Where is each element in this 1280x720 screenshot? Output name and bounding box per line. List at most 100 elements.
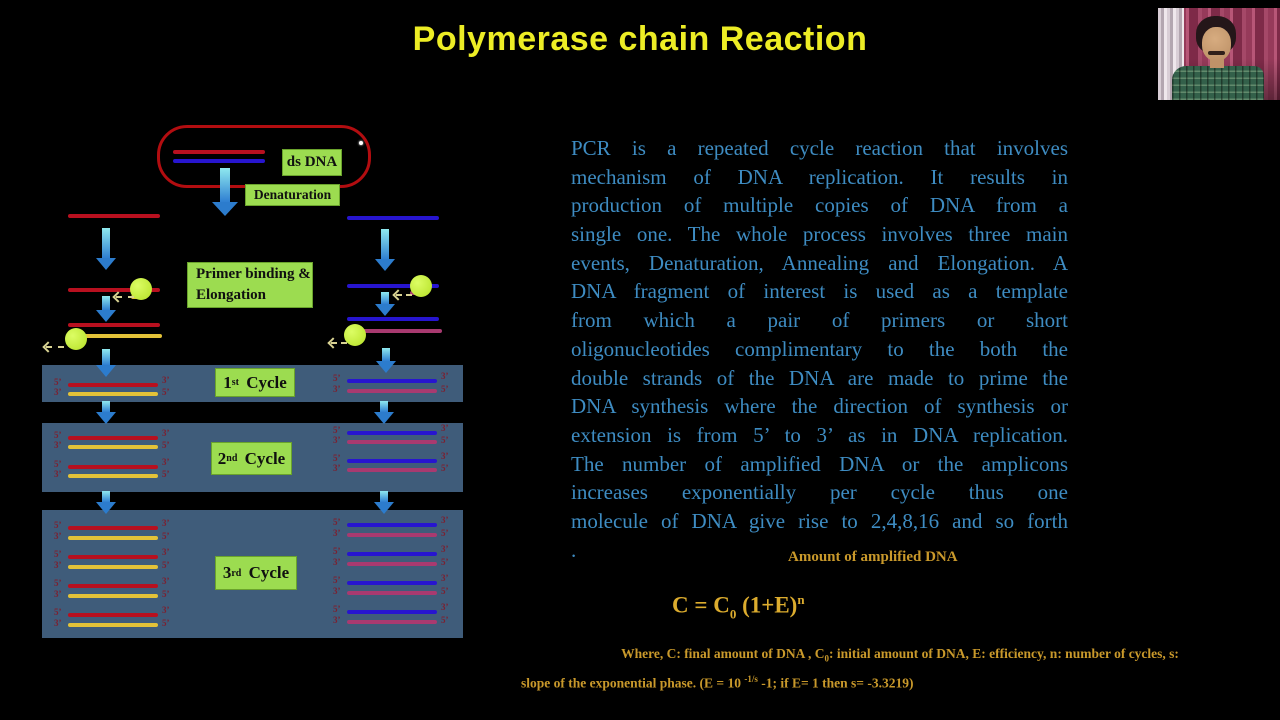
dna-strand (68, 323, 160, 327)
flow-arrow-head (374, 502, 394, 514)
amount-amplified-dna-label: Amount of amplified DNA (788, 549, 958, 565)
strand-end-label: 3’ (162, 547, 170, 557)
denaturation-label-box: Denaturation (245, 184, 340, 206)
strand-end-label: 3’ (162, 518, 170, 528)
primer-binding-label-line1: Primer binding & (196, 266, 311, 282)
strand-end-label: 5’ (54, 520, 62, 530)
strand-end-label: 3’ (441, 544, 449, 554)
pcr-diagram: ds DNA Denaturation Primer binding & Elo… (0, 0, 520, 720)
dna-strand (68, 465, 158, 469)
strand-end-label: 5’ (54, 377, 62, 387)
flow-arrow-head (212, 202, 238, 216)
note2-pre: slope of the exponential phase. (E = 10 (521, 675, 745, 691)
cycle-word: Cycle (241, 372, 287, 392)
formula-subscript: 0 (729, 606, 737, 622)
cycle-number: 2 (217, 448, 227, 468)
dna-strand (68, 623, 158, 627)
dna-strand (173, 150, 265, 154)
cycle-number: 1 (223, 372, 232, 392)
strand-end-label: 3’ (333, 463, 341, 473)
strand-end-label: 3’ (162, 375, 170, 385)
flow-arrow (374, 491, 394, 514)
strand-end-label: 3’ (441, 423, 449, 433)
description-line: extension is from 5’ to 3’ as in DNA rep… (571, 422, 1068, 447)
note2-superscript: -1/s (744, 674, 758, 684)
flow-arrow-shaft (102, 401, 110, 412)
synthesis-direction-arrow (396, 294, 412, 296)
strand-end-label: 5’ (441, 463, 449, 473)
strand-end-label: 5’ (54, 430, 62, 440)
description-line: PCR is a repeated cycle reaction that in… (571, 136, 1068, 160)
presenter-neck (1210, 59, 1224, 68)
flow-arrow-shaft (381, 292, 389, 304)
strand-end-label: 5’ (162, 440, 170, 450)
dna-strand (68, 383, 158, 387)
dna-strand (347, 523, 437, 527)
strand-end-label: 3’ (441, 451, 449, 461)
dna-strand (68, 436, 158, 440)
flow-arrow-head (374, 412, 394, 424)
flow-arrow-head (96, 412, 116, 424)
dna-strand (347, 610, 437, 614)
dna-strand (68, 288, 160, 292)
strand-end-label: 5’ (333, 604, 341, 614)
strand-end-label: 3’ (162, 457, 170, 467)
dna-strand (347, 379, 437, 383)
description-line: events, Denaturation, Annealing and Elon… (571, 250, 1068, 275)
strand-end-label: 3’ (441, 573, 449, 583)
flow-arrow (96, 296, 116, 322)
strand-end-label: 3’ (54, 618, 62, 628)
flow-arrow-head (96, 502, 116, 514)
note1-subscript: 0 (824, 653, 829, 664)
strand-end-label: 3’ (333, 435, 341, 445)
strand-end-label: 5’ (333, 517, 341, 527)
description-line: mechanism of DNA replication. It results… (571, 164, 1068, 189)
dna-strand (68, 613, 158, 617)
description-line: increases exponentially per cycle thus o… (571, 480, 1068, 505)
strand-end-label: 5’ (54, 549, 62, 559)
strand-end-label: 3’ (54, 469, 62, 479)
flow-arrow-head (375, 259, 395, 271)
strand-end-label: 5’ (162, 531, 170, 541)
description-line: DNA synthesis where the direction of syn… (571, 394, 1068, 419)
description-line: . (571, 537, 577, 562)
dna-strand (347, 440, 437, 444)
page-title: Polymerase chain Reaction (412, 20, 868, 58)
cycle-number: 3 (222, 563, 232, 582)
dna-strand (347, 216, 439, 220)
description-line: double strands of the DNA are made to pr… (571, 365, 1068, 390)
flow-arrow-head (96, 258, 116, 270)
strand-end-label: 3’ (162, 576, 170, 586)
flow-arrow (96, 491, 116, 514)
presenter-face (1202, 27, 1231, 61)
strand-end-label: 5’ (162, 469, 170, 479)
strand-end-label: 5’ (54, 607, 62, 617)
strand-end-label: 5’ (162, 387, 170, 397)
dna-strand (347, 581, 437, 585)
strand-end-label: 3’ (162, 605, 170, 615)
dna-strand (347, 431, 437, 435)
strand-end-label: 5’ (441, 557, 449, 567)
flow-arrow-head (96, 310, 116, 322)
formula-note-line2: slope of the exponential phase. (E = 10 … (521, 674, 913, 692)
strand-end-label: 5’ (441, 384, 449, 394)
cycle-word: Cycle (240, 448, 286, 468)
pointer-dot (359, 141, 363, 145)
strand-end-label: 3’ (333, 615, 341, 625)
dna-strand (68, 214, 160, 218)
denaturation-label: Denaturation (253, 187, 332, 202)
flow-arrow-shaft (102, 349, 110, 365)
strand-end-label: 3’ (54, 531, 62, 541)
flow-arrow (96, 401, 116, 424)
ds-dna-label: ds DNA (286, 154, 338, 170)
formula-exponent: n (797, 592, 805, 607)
polymerase-circle (65, 328, 87, 350)
strand-end-label: 3’ (333, 384, 341, 394)
flow-arrow (96, 228, 116, 270)
strand-end-label: 5’ (162, 618, 170, 628)
dna-strand (347, 459, 437, 463)
description-paragraph: PCR is a repeated cycle reaction that in… (571, 134, 1068, 564)
strand-end-label: 3’ (54, 440, 62, 450)
dna-strand (68, 565, 158, 569)
strand-end-label: 5’ (441, 586, 449, 596)
